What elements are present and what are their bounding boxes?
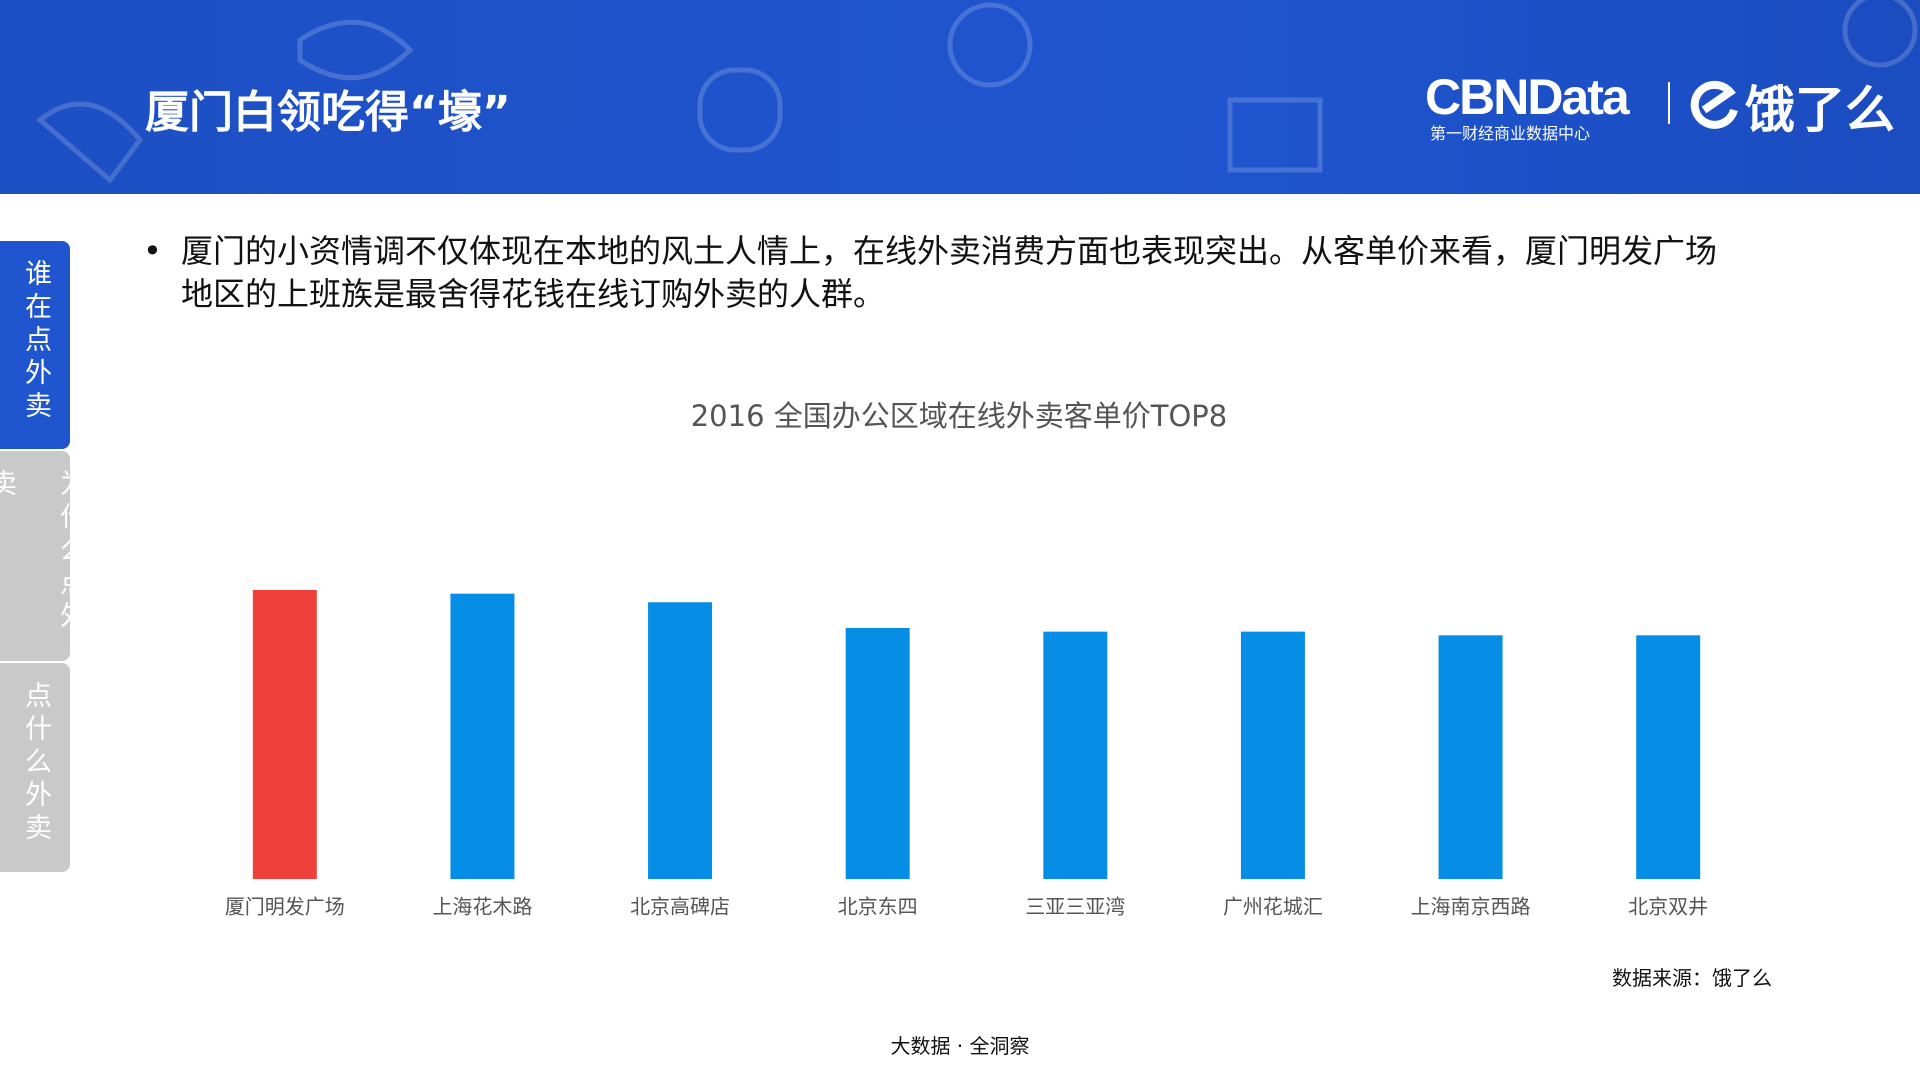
header-decor	[36, 0, 1918, 184]
separator	[1668, 82, 1670, 124]
bar	[648, 602, 713, 879]
x-tick-label: 北京东四	[838, 895, 918, 919]
x-tick-label: 上海南京西路	[1411, 895, 1531, 919]
side-tab[interactable]: 谁在点外卖	[0, 241, 70, 449]
partner-icon	[1690, 80, 1738, 129]
x-tick-label: 上海花木路	[432, 895, 532, 919]
slide-title: 厦门白领吃得“壕”	[145, 87, 511, 138]
bar	[1043, 631, 1108, 879]
footer: 大数据 · 全洞察	[890, 1034, 1030, 1058]
bar	[1240, 631, 1305, 879]
partner-logo: 饿了么	[1745, 81, 1895, 139]
x-tick-label: 广州花城汇	[1223, 895, 1323, 919]
x-tick-label: 北京双井	[1628, 895, 1708, 919]
x-tick-label: 三亚三亚湾	[1025, 895, 1125, 919]
bar	[252, 590, 317, 879]
brand-logo: CBNData	[1425, 69, 1630, 125]
data-source: 数据来源：饿了么	[1612, 966, 1772, 990]
bar	[845, 627, 910, 879]
bullet-dot: •	[143, 232, 162, 270]
bar	[1438, 635, 1503, 879]
x-tick-label: 北京高碑店	[630, 895, 730, 919]
side-tab[interactable]: 点什么外卖	[0, 663, 70, 872]
brand-subtitle: 第一财经商业数据中心	[1430, 124, 1591, 143]
bar	[1636, 635, 1701, 879]
header: 厦门白领吃得“壕” CBNData 第一财经商业数据中心 饿了么	[0, 0, 1920, 194]
chart-title: 2016 全国办公区域在线外卖客单价TOP8	[691, 399, 1228, 433]
bullet-text: 厦门的小资情调不仅体现在本地的风土人情上，在线外卖消费方面也表现突出。从客单价来…	[181, 232, 1718, 313]
x-tick-label: 厦门明发广场	[225, 895, 345, 919]
bar	[450, 593, 515, 879]
